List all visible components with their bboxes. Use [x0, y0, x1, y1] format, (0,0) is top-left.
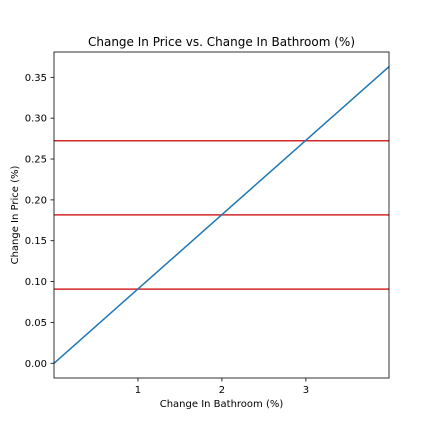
chart-title: Change In Price vs. Change In Bathroom (… [88, 35, 355, 49]
y-tick-label: 0.15 [25, 236, 47, 247]
x-tick-label: 2 [219, 385, 225, 396]
y-tick-label: 0.20 [25, 195, 47, 206]
y-tick-label: 0.10 [25, 277, 47, 288]
y-axis-label: Change In Price (%) [10, 165, 21, 264]
plot-area [53, 66, 390, 364]
axis-ticks: 1 2 3 0.00 0.05 0.10 0.15 0.20 0.25 0.30 0.35 [25, 73, 309, 396]
axes-frame [53, 51, 390, 379]
y-tick-label: 0.05 [25, 318, 47, 329]
x-tick-label: 1 [135, 385, 141, 396]
y-tick-label: 0.35 [25, 73, 47, 84]
series-line-1 [53, 66, 390, 364]
x-tick-label: 3 [303, 385, 309, 396]
x-axis-label: Change In Bathroom (%) [160, 399, 284, 410]
y-tick-label: 0.25 [25, 155, 47, 166]
y-tick-label: 0.00 [25, 359, 47, 370]
y-tick-label: 0.30 [25, 114, 47, 125]
